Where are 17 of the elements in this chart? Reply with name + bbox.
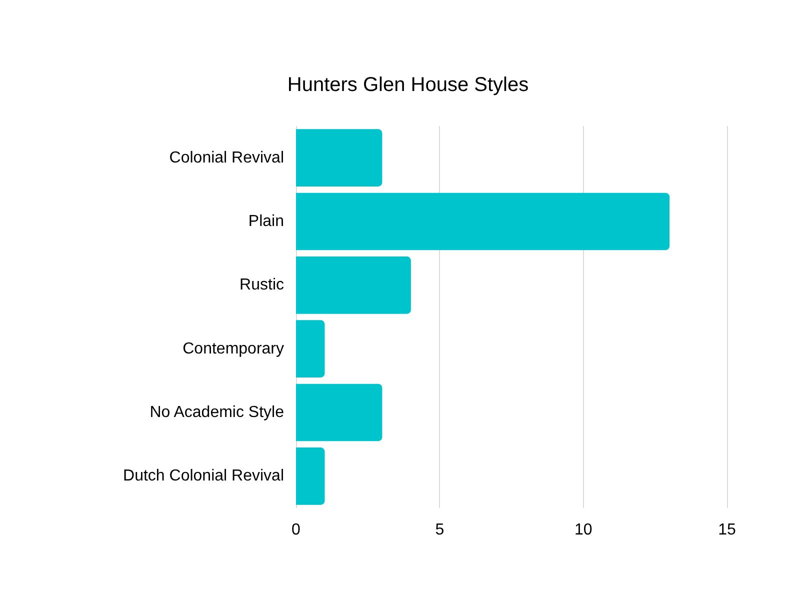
bar xyxy=(296,384,382,442)
x-tick-label: 10 xyxy=(574,522,592,538)
y-tick-label: Dutch Colonial Revival xyxy=(123,468,284,485)
y-tick-label: Colonial Revival xyxy=(169,149,284,166)
y-tick-label: Plain xyxy=(248,213,284,230)
y-tick-label: Rustic xyxy=(240,276,284,294)
x-tick-label: 5 xyxy=(435,522,444,538)
x-tick-label: 0 xyxy=(292,522,301,538)
x-tick-label: 15 xyxy=(718,522,736,538)
y-tick-label: Contemporary xyxy=(182,340,284,358)
bar xyxy=(296,320,325,378)
y-tick-label: No Academic Style xyxy=(150,404,284,421)
bar xyxy=(296,129,382,186)
chart-title: Hunters Glen House Styles xyxy=(287,74,529,96)
bar xyxy=(296,192,670,250)
bar xyxy=(296,448,325,505)
bar xyxy=(296,256,411,314)
